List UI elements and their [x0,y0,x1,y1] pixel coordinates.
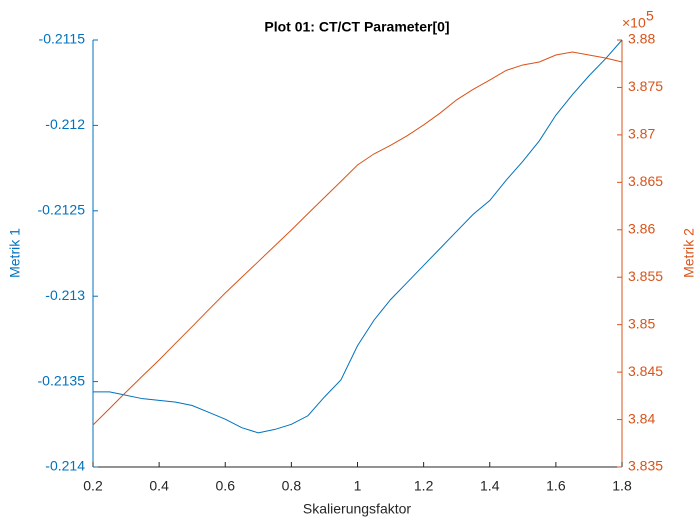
x-tick-label: 1.6 [546,478,566,494]
x-tick-label: 1.4 [480,478,500,494]
x-tick-label: 0.2 [83,478,103,494]
y-tick-label: -0.214 [45,458,85,474]
y2-exponent-base: ×10 [622,15,646,31]
y-tick-label: -0.2135 [38,372,86,388]
x-tick-label: 1 [354,478,362,494]
y2-tick-label: 3.865 [628,173,663,189]
x-tick-label: 0.8 [282,478,302,494]
y2-tick-label: 3.88 [628,31,655,47]
y-tick-label: -0.212 [45,116,85,132]
y2-exponent-power: 5 [646,8,654,24]
y-tick-label: -0.2125 [38,202,86,218]
y-tick-label: -0.2115 [39,31,86,47]
y2-tick-label: 3.835 [628,458,663,474]
x-axis-label: Skalierungsfaktor [303,501,412,517]
x-tick-label: 0.4 [149,478,169,494]
data-line [92,51,623,426]
y2-axis-label: Metrik 2 [681,228,697,278]
x-tick-label: 1.2 [414,478,434,494]
y-tick-label: -0.213 [45,287,85,303]
y2-tick-label: 3.845 [628,363,663,379]
y2-tick-label: 3.875 [628,78,663,94]
data-line [93,39,623,434]
y2-tick-label: 3.86 [628,220,655,236]
x-tick-label: 0.6 [216,478,236,494]
chart-title: Plot 01: CT/CT Parameter[0] [264,19,449,35]
y-axis-label: Metrik 1 [7,228,23,278]
y2-tick-label: 3.84 [628,410,655,426]
x-tick-label: 1.8 [612,478,632,494]
y2-tick-label: 3.87 [628,126,655,142]
y2-tick-label: 3.85 [628,315,655,331]
y2-tick-label: 3.855 [628,268,663,284]
